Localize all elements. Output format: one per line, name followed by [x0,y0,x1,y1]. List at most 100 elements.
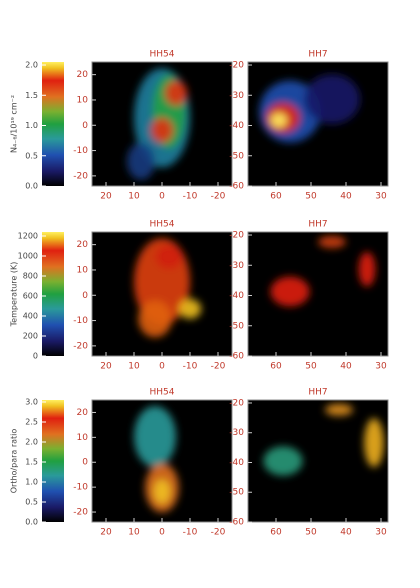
y-tick-label: -40 [229,291,244,301]
x-tick-label: 0 [159,528,165,538]
y-tick-label: -50 [229,151,244,161]
colorbar-tick-label: 1000 [18,252,38,261]
emission-map [127,68,190,180]
y-tick-label: -10 [73,316,88,326]
emission-region [358,251,376,287]
colorbar-tick-label: 3.0 [25,398,38,407]
y-tick-label: -20 [229,398,244,408]
y-tick-label: 0 [82,291,88,301]
x-tick-label: 50 [305,192,317,202]
colorbar-tick-label: 1.5 [25,91,38,100]
x-tick-label: 10 [128,528,140,538]
colorbar-tick-label: 0.5 [25,498,38,507]
emission-region [138,300,172,338]
x-tick-label: 30 [375,362,387,372]
axes-frame [247,61,389,187]
y-tick-label: -60 [229,352,244,362]
x-tick-label: 40 [340,362,352,372]
emission-map [270,235,376,307]
y-tick-label: -60 [229,182,244,192]
x-tick-label: 0 [159,362,165,372]
axes-frame [247,231,389,357]
x-tick-label: 10 [128,192,140,202]
colorbar-tick-label: 1.0 [25,478,38,487]
colorbar-tick-label: 2.5 [25,418,38,427]
emission-region [155,244,183,270]
y-tick-label: -40 [229,121,244,131]
x-tick-label: 60 [270,362,282,372]
y-tick-label: 20 [77,240,89,250]
colorbar-tick-label: 400 [23,312,38,321]
emission-region [304,74,360,124]
colorbar-tick-label: 0 [33,352,38,361]
x-tick-label: 40 [340,528,352,538]
emission-region [153,479,171,504]
x-tick-label: 60 [270,192,282,202]
emission-region [270,112,288,128]
colorbar-tick-label: 0.0 [25,518,38,527]
emission-region [164,80,188,106]
emission-map [263,403,384,476]
y-tick-label: -20 [73,508,88,518]
y-tick-label: 0 [82,458,88,468]
emission-map [259,74,360,143]
colorbar [42,62,64,186]
y-tick-label: -60 [229,518,244,528]
x-tick-label: 30 [375,528,387,538]
x-tick-label: 50 [305,528,317,538]
x-tick-label: -20 [211,192,226,202]
colorbar-tick-label: 200 [23,332,38,341]
x-tick-label: 20 [100,528,112,538]
y-tick-label: -50 [229,488,244,498]
y-tick-label: 0 [82,121,88,131]
emission-region [150,117,174,143]
emission-region [270,276,310,307]
y-tick-label: 10 [77,265,89,275]
x-tick-label: 40 [340,192,352,202]
x-tick-label: -10 [183,362,198,372]
colorbar-label: N₄₋₆/10¹⁹ cm⁻² [10,95,19,153]
x-tick-label: 0 [159,192,165,202]
x-tick-label: 20 [100,192,112,202]
colorbar-tick-label: 2.0 [25,61,38,70]
y-tick-label: -20 [73,341,88,351]
emission-map [134,238,202,338]
x-tick-label: -10 [183,192,198,202]
x-tick-label: 60 [270,528,282,538]
colorbar-tick-label: 0.5 [25,151,38,160]
colorbar-label: Ortho/para ratio [10,429,19,494]
colorbar-tick-label: 1.5 [25,458,38,467]
y-tick-label: -30 [229,428,244,438]
colorbar-tick-label: 1.0 [25,121,38,130]
y-tick-label: 20 [77,408,89,418]
y-tick-label: -40 [229,458,244,468]
panel-title: HH7 [308,220,327,230]
colorbar-tick-label: 0.0 [25,182,38,191]
x-tick-label: 30 [375,192,387,202]
y-tick-label: 10 [77,95,89,105]
colorbar-label: Temperature (K) [10,262,19,328]
panel-title: HH54 [150,220,175,230]
y-tick-label: -20 [229,231,244,241]
colorbar-tick-label: 2.0 [25,438,38,447]
y-tick-label: -30 [229,261,244,271]
emission-region [127,142,155,180]
y-tick-label: 20 [77,70,89,80]
emission-map [134,406,179,513]
emission-region [325,403,353,416]
x-tick-label: 50 [305,362,317,372]
image-background [248,232,388,356]
x-tick-label: 10 [128,362,140,372]
y-tick-label: -50 [229,321,244,331]
y-tick-label: -20 [73,171,88,181]
y-tick-label: 10 [77,433,89,443]
panel-title: HH7 [308,50,327,60]
panel-title: HH54 [150,50,175,60]
panel-title: HH7 [308,388,327,398]
y-tick-label: -20 [229,61,244,71]
y-tick-label: -10 [73,146,88,156]
x-tick-label: -20 [211,362,226,372]
colorbar-tick-label: 800 [23,272,38,281]
emission-region [263,446,303,476]
